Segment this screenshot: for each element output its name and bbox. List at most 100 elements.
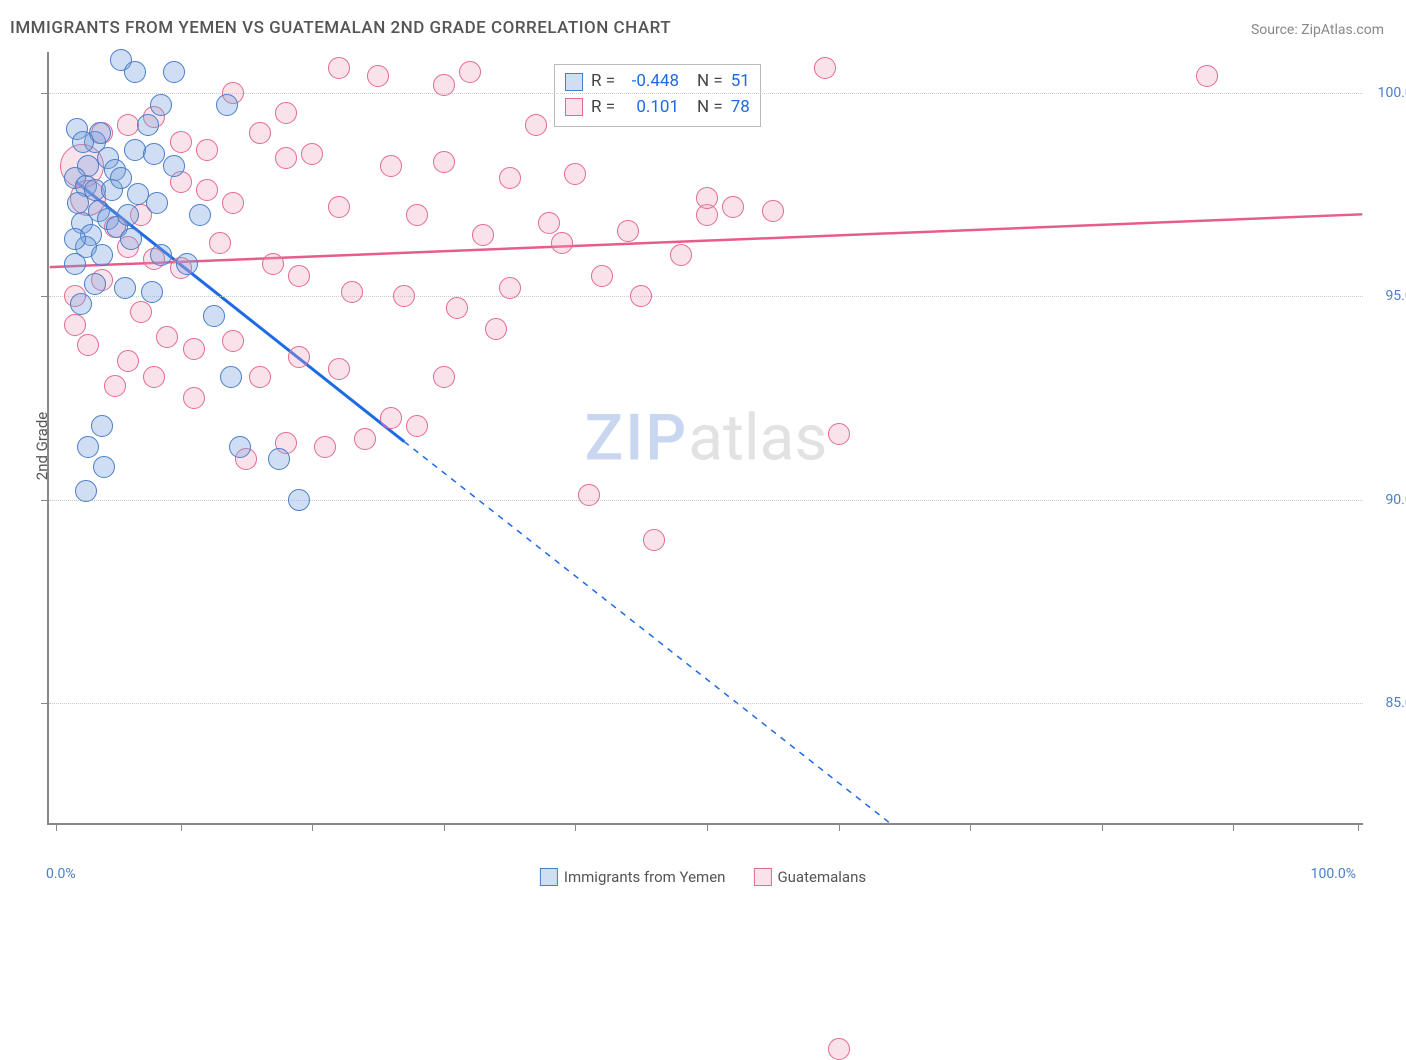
series1-point (67, 192, 89, 214)
series2-point (433, 74, 455, 96)
series2-point (525, 114, 547, 136)
series1-point (93, 456, 115, 478)
series1-point (77, 436, 99, 458)
series2-point (249, 366, 271, 388)
series1-swatch (565, 73, 583, 91)
chart-title: IMMIGRANTS FROM YEMEN VS GUATEMALAN 2ND … (10, 18, 671, 38)
legend-item-series1: Immigrants from Yemen (540, 868, 726, 886)
series1-point (150, 94, 172, 116)
series2-point (380, 155, 402, 177)
r-label: R = (591, 95, 615, 121)
xtick (707, 823, 708, 831)
series1-point (110, 167, 132, 189)
series2-point (328, 196, 350, 218)
series2-point (617, 220, 639, 242)
xtick (1358, 823, 1359, 831)
series1-swatch-icon (540, 868, 558, 886)
series1-point (146, 192, 168, 214)
ytick-label: 95.0% (1373, 288, 1406, 304)
series2-point (1196, 65, 1218, 87)
series2-point (551, 232, 573, 254)
series2-point (249, 122, 271, 144)
r-label: R = (591, 69, 615, 95)
xtick (839, 823, 840, 831)
series2-point (104, 375, 126, 397)
n-label: N = (697, 69, 723, 95)
bottom-legend: Immigrants from Yemen Guatemalans (540, 868, 866, 886)
series1-point (143, 143, 165, 165)
legend-item-series2: Guatemalans (753, 868, 866, 886)
series2-point (77, 334, 99, 356)
series2-point (288, 346, 310, 368)
series2-point (196, 139, 218, 161)
series2-point (499, 167, 521, 189)
series2-point (459, 61, 481, 83)
legend-stats-row-2: R = 0.101 N = 78 (565, 95, 750, 121)
series2-point (591, 265, 613, 287)
series1-n-value: 51 (731, 69, 750, 95)
series2-point (630, 285, 652, 307)
series2-point (275, 147, 297, 169)
series1-point (288, 489, 310, 511)
series1-point (189, 204, 211, 226)
plot-area: ZIPatlas R = -0.448 N = 51 R = 0.101 N =… (47, 52, 1363, 825)
series2-point (328, 358, 350, 380)
xtick (312, 823, 313, 831)
series2-point (170, 131, 192, 153)
series1-point (176, 253, 198, 275)
series2-point (578, 484, 600, 506)
series2-point (472, 224, 494, 246)
series1-point (91, 415, 113, 437)
series2-point (209, 232, 231, 254)
series2-point (156, 326, 178, 348)
series1-point (229, 436, 251, 458)
series1-point (141, 281, 163, 303)
series2-point (301, 143, 323, 165)
ytick-label: 85.0% (1373, 695, 1406, 711)
series2-point (222, 330, 244, 352)
xtick (181, 823, 182, 831)
series1-point (91, 244, 113, 266)
watermark: ZIPatlas (585, 400, 828, 475)
ytick (41, 703, 49, 704)
series2-point (183, 387, 205, 409)
series2-point (762, 200, 784, 222)
series2-n-value: 78 (731, 95, 750, 121)
ytick-label: 100.0% (1373, 85, 1406, 101)
series1-point (70, 293, 92, 315)
series1-point (124, 61, 146, 83)
series2-point (288, 265, 310, 287)
series2-point (814, 57, 836, 79)
series2-label: Guatemalans (777, 868, 866, 886)
series2-swatch-icon (753, 868, 771, 886)
series1-point (64, 253, 86, 275)
xtick (56, 823, 57, 831)
series2-point (380, 407, 402, 429)
series2-swatch (565, 98, 583, 116)
xtick (1233, 823, 1234, 831)
legend-stats-row-1: R = -0.448 N = 51 (565, 69, 750, 95)
xtick (1102, 823, 1103, 831)
series1-point (117, 204, 139, 226)
series2-point (433, 151, 455, 173)
ytick-label: 90.0% (1373, 492, 1406, 508)
series2-point (406, 415, 428, 437)
series1-point (120, 228, 142, 250)
series1-point (114, 277, 136, 299)
series2-point (262, 253, 284, 275)
x-axis-min-label: 0.0% (46, 866, 76, 882)
series2-point (275, 102, 297, 124)
series2-point (328, 57, 350, 79)
series2-point (143, 366, 165, 388)
series2-point (354, 428, 376, 450)
series2-point (117, 350, 139, 372)
series1-point (137, 114, 159, 136)
series2-point (196, 179, 218, 201)
series1-point (84, 273, 106, 295)
watermark-atlas: atlas (688, 400, 827, 475)
ytick (41, 296, 49, 297)
series2-point (367, 65, 389, 87)
series1-point (220, 366, 242, 388)
gridline (49, 500, 1363, 501)
series2-point (393, 285, 415, 307)
